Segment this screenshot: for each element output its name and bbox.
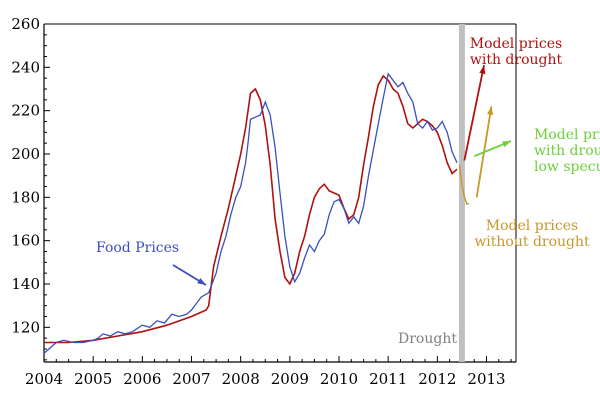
with-drought-arrow xyxy=(463,64,486,161)
x-tick-label: 2009 xyxy=(271,370,309,388)
x-tick-label: 2008 xyxy=(222,370,260,388)
y-tick-label: 260 xyxy=(11,15,40,33)
drought-bar xyxy=(458,24,465,362)
with-drought-arrow-head xyxy=(479,65,486,75)
y-tick-label: 120 xyxy=(11,318,40,336)
y-tick-label: 180 xyxy=(11,188,40,206)
with-drought-arrow-shaft xyxy=(463,64,485,161)
x-tick-label: 2004 xyxy=(25,370,63,388)
x-tick-label: 2007 xyxy=(172,370,210,388)
y-tick-label: 220 xyxy=(11,102,40,120)
food-prices-label: Food Prices xyxy=(96,240,179,256)
low-speculation-label: with drought, xyxy=(534,143,600,159)
without-drought-label: Model prices xyxy=(486,218,578,234)
with-drought-label: Model prices xyxy=(470,36,562,52)
food-prices-pointer-head xyxy=(197,277,206,285)
model-without-drought-curve xyxy=(458,164,470,205)
low-speculation-label: low speculation xyxy=(534,159,600,175)
x-tick-label: 2010 xyxy=(320,370,358,388)
without-drought-label: without drought xyxy=(474,234,590,250)
food-prices-pointer xyxy=(172,264,207,286)
x-tick-label: 2013 xyxy=(467,370,505,388)
low-speculation-label: Model prices xyxy=(534,127,600,143)
with-drought-label: with drought xyxy=(470,52,563,68)
x-tick-label: 2005 xyxy=(74,370,112,388)
y-tick-label: 240 xyxy=(11,58,40,76)
y-tick-label: 160 xyxy=(11,232,40,250)
model-prices-line xyxy=(44,74,458,344)
without-drought-arrow-head xyxy=(487,106,494,116)
y-tick-label: 200 xyxy=(11,145,40,163)
low-speculation-arrow xyxy=(473,140,512,157)
x-tick-label: 2011 xyxy=(369,370,407,388)
food-prices-line xyxy=(43,72,458,354)
y-tick-label: 140 xyxy=(11,275,40,293)
drought-label: Drought xyxy=(398,331,457,347)
x-tick-label: 2012 xyxy=(418,370,456,388)
x-tick-label: 2006 xyxy=(123,370,161,388)
low-speculation-arrow-head xyxy=(502,141,512,148)
